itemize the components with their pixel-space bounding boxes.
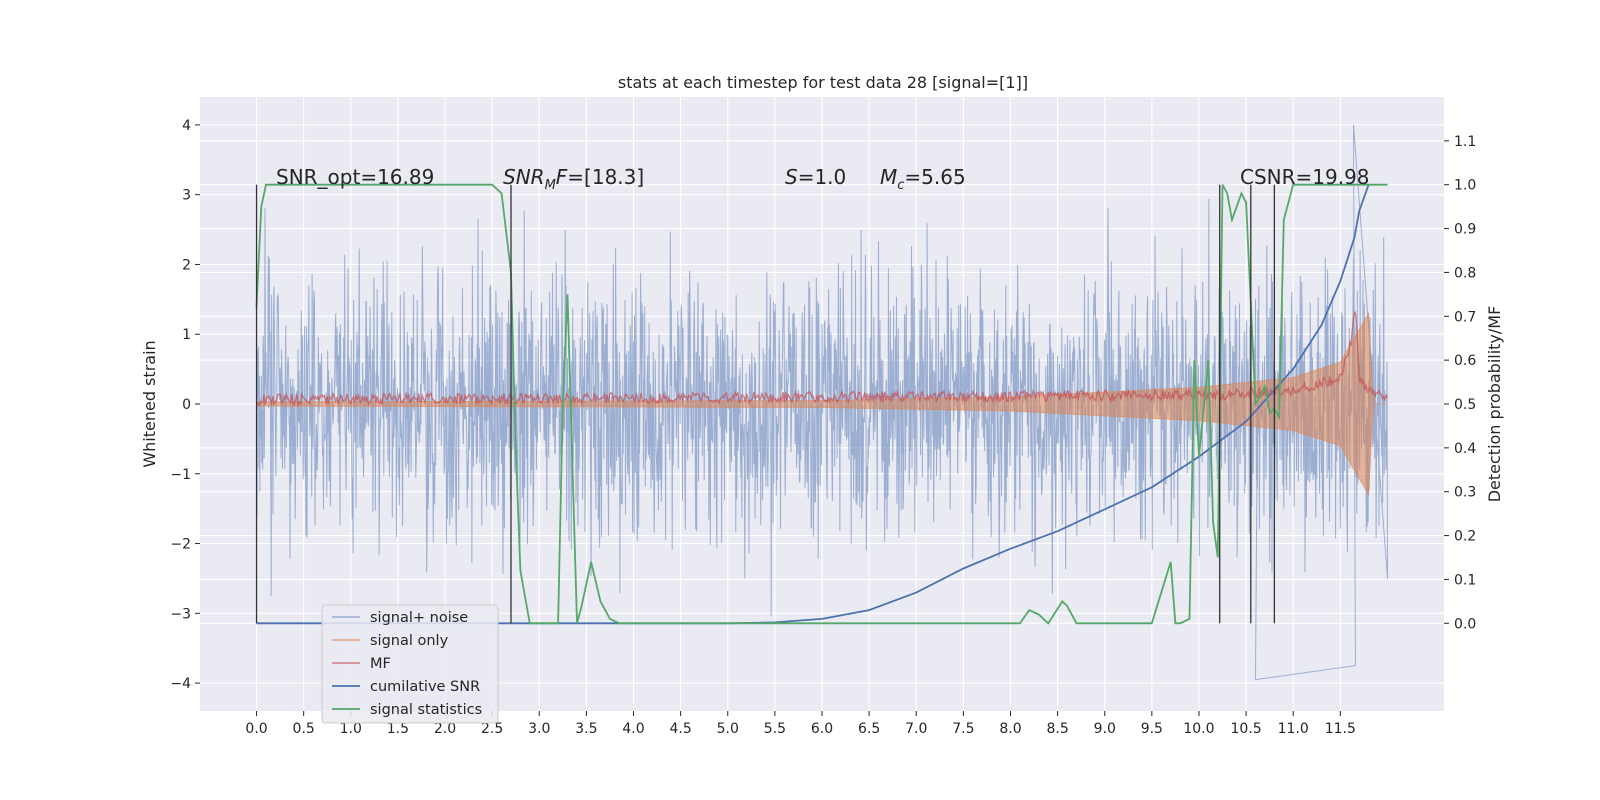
x-tick-label: 0.5 xyxy=(293,721,315,737)
x-tick-label: 6.5 xyxy=(858,721,880,737)
legend-label-mf: MF xyxy=(370,656,391,672)
x-tick-label: 11.0 xyxy=(1278,721,1309,737)
y-tick-label-right: 0.6 xyxy=(1454,353,1476,369)
series-layer xyxy=(255,124,1389,681)
x-tick-label: 3.5 xyxy=(575,721,597,737)
y-tick-label-left: 0 xyxy=(182,397,191,413)
x-tick-label: 9.5 xyxy=(1141,721,1163,737)
series-mf xyxy=(255,311,1389,408)
x-tick-label: 2.0 xyxy=(434,721,456,737)
y-tick-label-right: 0.3 xyxy=(1454,485,1476,501)
annotations: SNR_opt=16.89 SNRMF=[18.3] S=1.0 Mc=5.65… xyxy=(276,165,1370,193)
annotation-s: S=1.0 xyxy=(785,165,846,189)
x-tick-label: 9.0 xyxy=(1094,721,1116,737)
legend-box xyxy=(321,604,499,724)
y-axis-label-right: Detection probability/MF xyxy=(1485,306,1504,503)
y-tick-label-left: −2 xyxy=(170,537,191,553)
y-tick-label-left: −1 xyxy=(170,467,191,483)
y-tick-label-left: 3 xyxy=(182,188,191,204)
x-tick-label: 5.0 xyxy=(717,721,739,737)
y-tick-label-right: 0.1 xyxy=(1454,572,1476,588)
y-tick-label-left: 2 xyxy=(182,257,191,273)
legend-label-signal-noise: signal+ noise xyxy=(370,610,468,626)
x-tick-label: 5.5 xyxy=(764,721,786,737)
x-tick-label: 2.5 xyxy=(481,721,503,737)
y-tick-label-right: 0.7 xyxy=(1454,309,1476,325)
y-tick-label-left: 1 xyxy=(182,327,191,343)
y-tick-label-right: 0.0 xyxy=(1454,616,1476,632)
x-tick-label: 8.0 xyxy=(999,721,1021,737)
x-tick-label: 0.0 xyxy=(245,721,267,737)
x-tick-label: 10.0 xyxy=(1183,721,1214,737)
y-tick-label-right: 0.9 xyxy=(1454,222,1476,238)
axis-ticks: 0.0 0.5 1.0 1.5 2.0 2.5 3.0 3.5 4.0 4.5 5.0 5.5 6.0 6… xyxy=(170,118,1476,737)
legend-label-cumulative-snr: cumilative SNR xyxy=(370,679,480,695)
series-cumulative-snr xyxy=(256,184,1370,625)
y-tick-label-right: 1.1 xyxy=(1454,134,1476,150)
annotation-snr-opt: SNR_opt=16.89 xyxy=(276,165,434,189)
legend: signal+ noise signal only MF cumilative … xyxy=(321,604,499,724)
y-axis-label-left: Whitened strain xyxy=(140,340,159,467)
y-tick-label-right: 0.5 xyxy=(1454,397,1476,413)
x-tick-label: 1.5 xyxy=(387,721,409,737)
x-tick-label: 4.5 xyxy=(670,721,692,737)
annotation-mc: Mc=5.65 xyxy=(880,165,966,193)
y-tick-label-left: −3 xyxy=(170,606,191,622)
y-tick-label-right: 0.8 xyxy=(1454,265,1476,281)
y-tick-label-left: −4 xyxy=(170,676,191,692)
x-tick-label: 1.0 xyxy=(340,721,362,737)
x-tick-label: 7.5 xyxy=(952,721,974,737)
chart-title: stats at each timestep for test data 28 … xyxy=(618,73,1028,92)
x-tick-label: 8.5 xyxy=(1046,721,1068,737)
x-tick-label: 7.0 xyxy=(905,721,927,737)
x-tick-label: 10.5 xyxy=(1231,721,1262,737)
annotation-snr-mf: SNRMF=[18.3] xyxy=(503,165,644,193)
annotation-csnr: CSNR=19.98 xyxy=(1240,165,1370,189)
x-tick-label: 3.0 xyxy=(528,721,550,737)
y-tick-label-right: 1.0 xyxy=(1454,178,1476,194)
legend-label-signal-statistics: signal statistics xyxy=(370,702,482,718)
vertical-markers xyxy=(255,184,1276,624)
x-tick-label: 6.0 xyxy=(811,721,833,737)
y-tick-label-right: 0.2 xyxy=(1454,529,1476,545)
y-tick-label-left: 4 xyxy=(182,118,191,134)
y-tick-label-right: 0.4 xyxy=(1454,441,1476,457)
x-tick-label: 11.5 xyxy=(1325,721,1356,737)
x-tick-label: 4.0 xyxy=(622,721,644,737)
legend-label-signal-only: signal only xyxy=(370,633,449,649)
